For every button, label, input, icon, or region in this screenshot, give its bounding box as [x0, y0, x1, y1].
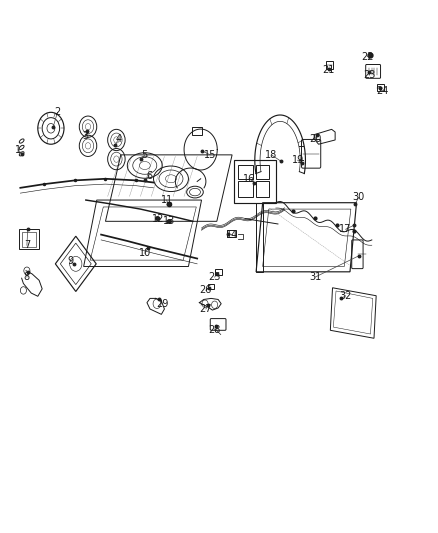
Text: 3: 3	[83, 131, 89, 141]
Text: 21: 21	[322, 65, 334, 75]
Text: 10: 10	[139, 248, 151, 258]
Text: 4: 4	[116, 134, 122, 144]
Text: 12: 12	[152, 214, 164, 224]
Text: 16: 16	[244, 174, 256, 184]
Text: 20: 20	[309, 134, 321, 144]
Text: 15: 15	[204, 150, 216, 160]
Text: 31: 31	[309, 272, 321, 282]
Text: 25: 25	[208, 272, 221, 282]
Text: 23: 23	[364, 70, 376, 80]
Text: 1: 1	[15, 144, 21, 155]
Text: 5: 5	[141, 150, 148, 160]
Text: 27: 27	[200, 304, 212, 314]
Text: 32: 32	[339, 290, 352, 301]
Text: 18: 18	[265, 150, 278, 160]
Text: 24: 24	[377, 86, 389, 96]
Text: 13: 13	[162, 216, 175, 227]
Text: 29: 29	[156, 298, 169, 309]
Text: 19: 19	[291, 155, 304, 165]
Text: 7: 7	[24, 240, 30, 250]
Text: 14: 14	[226, 230, 238, 240]
Text: 30: 30	[353, 192, 365, 203]
Text: 26: 26	[200, 286, 212, 295]
Text: 6: 6	[146, 171, 152, 181]
Text: 11: 11	[160, 195, 173, 205]
Text: 28: 28	[208, 325, 221, 335]
Text: 8: 8	[24, 272, 30, 282]
Text: 17: 17	[339, 224, 352, 235]
Text: 22: 22	[361, 52, 374, 61]
Text: 9: 9	[67, 256, 74, 266]
Text: 2: 2	[54, 107, 60, 117]
